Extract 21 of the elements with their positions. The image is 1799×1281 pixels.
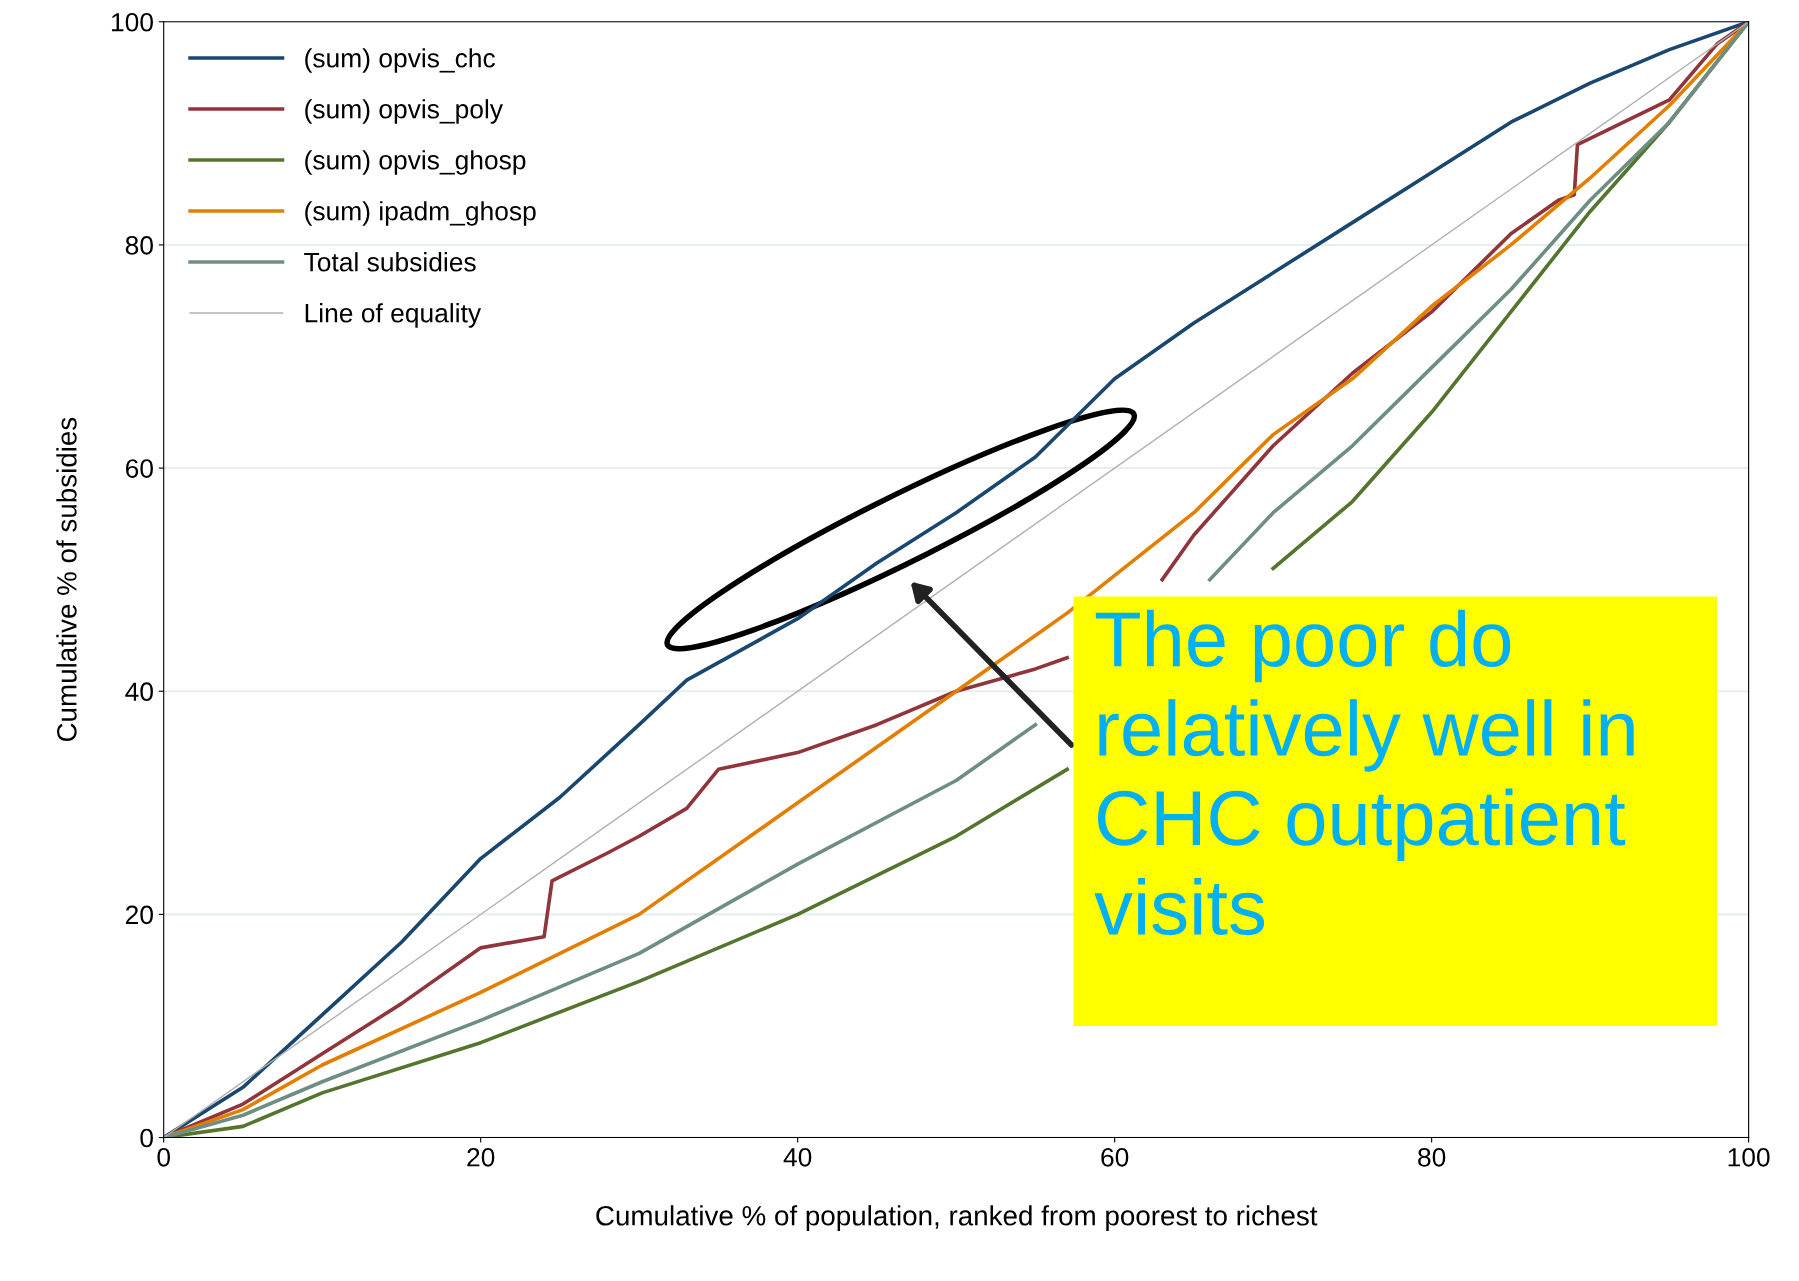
y-axis-title: Cumulative % of subsidies: [56, 417, 77, 742]
legend-label: Total subsidies: [304, 252, 476, 272]
x-tick-label: 60: [1101, 1147, 1129, 1167]
annotation: The poor do relatively well in CHC outpatient visits: [1094, 609, 1634, 936]
y-tick-label: 20: [125, 905, 153, 925]
y-tick-label: 0: [140, 1128, 153, 1148]
legend-label: (sum) opvis_chc: [305, 48, 495, 73]
y-tick-label: 40: [125, 682, 153, 702]
x-tick-label: 40: [783, 1147, 812, 1167]
legend-label: (sum) opvis_ghosp: [305, 150, 526, 175]
y-tick-label: 60: [125, 459, 153, 478]
y-tick-label: 80: [125, 236, 153, 255]
x-tick-label: 100: [1728, 1147, 1770, 1167]
x-tick-label: 0: [157, 1147, 171, 1167]
x-tick-label: 80: [1418, 1147, 1446, 1167]
legend-label: (sum) ipadm_ghosp: [305, 201, 536, 226]
legend-label: (sum) opvis_poly: [305, 99, 503, 124]
x-axis-title: Cumulative % of population, ranked from poorest to richest: [596, 1205, 1318, 1232]
legend-label: Line of equality: [305, 303, 482, 328]
y-tick-label: 100: [111, 12, 153, 32]
x-tick-label: 20: [467, 1147, 495, 1167]
